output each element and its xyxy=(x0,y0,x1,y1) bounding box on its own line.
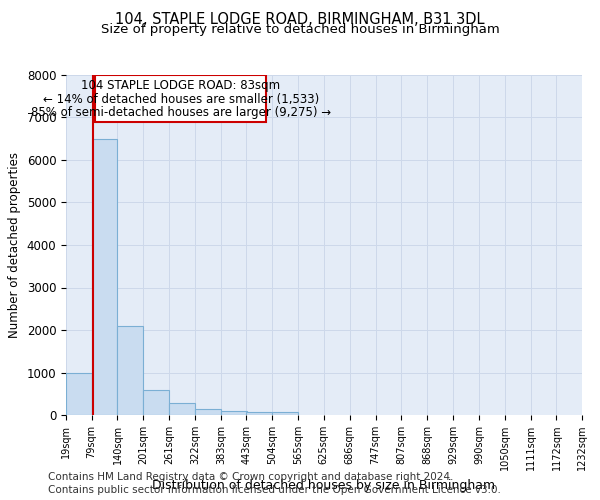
Bar xyxy=(169,403,195,415)
Bar xyxy=(118,326,143,415)
Bar xyxy=(195,410,221,415)
Bar xyxy=(95,75,266,122)
Text: Contains public sector information licensed under the Open Government Licence v3: Contains public sector information licen… xyxy=(48,485,501,495)
Bar xyxy=(92,138,118,415)
Bar xyxy=(247,412,272,415)
Y-axis label: Number of detached properties: Number of detached properties xyxy=(8,152,21,338)
Text: 104 STAPLE LODGE ROAD: 83sqm: 104 STAPLE LODGE ROAD: 83sqm xyxy=(81,79,280,92)
Text: 104, STAPLE LODGE ROAD, BIRMINGHAM, B31 3DL: 104, STAPLE LODGE ROAD, BIRMINGHAM, B31 … xyxy=(115,12,485,28)
Bar xyxy=(221,411,247,415)
Bar xyxy=(143,390,169,415)
Text: ← 14% of detached houses are smaller (1,533): ← 14% of detached houses are smaller (1,… xyxy=(43,93,319,106)
Bar xyxy=(66,372,92,415)
Text: Contains HM Land Registry data © Crown copyright and database right 2024.: Contains HM Land Registry data © Crown c… xyxy=(48,472,454,482)
X-axis label: Distribution of detached houses by size in Birmingham: Distribution of detached houses by size … xyxy=(152,478,496,492)
Text: Size of property relative to detached houses in Birmingham: Size of property relative to detached ho… xyxy=(101,22,499,36)
Text: 85% of semi-detached houses are larger (9,275) →: 85% of semi-detached houses are larger (… xyxy=(31,106,331,119)
Bar xyxy=(272,412,298,415)
